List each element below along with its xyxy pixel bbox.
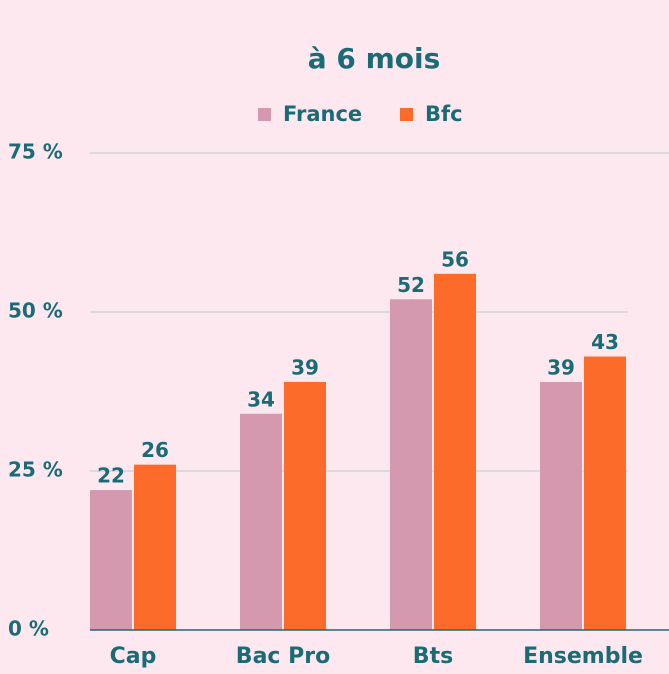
legend-label: France — [283, 102, 362, 126]
y-tick-label: 75 % — [8, 140, 63, 164]
value-label: 34 — [247, 387, 275, 411]
y-tick-label: 25 % — [8, 458, 63, 482]
legend-swatch — [258, 108, 271, 121]
value-label: 43 — [591, 330, 619, 354]
legend-label: Bfc — [425, 102, 463, 126]
value-label: 39 — [547, 355, 575, 379]
value-label: 56 — [441, 247, 469, 271]
bar — [284, 381, 326, 630]
chart-title: à 6 mois — [308, 42, 441, 75]
legend-swatch — [400, 108, 413, 121]
x-tick-label: Bac Pro — [236, 644, 330, 669]
x-tick-label: Ensemble — [523, 644, 643, 669]
y-tick-label: 50 % — [8, 299, 63, 323]
x-tick-label: Bts — [413, 644, 453, 669]
bar — [540, 381, 582, 630]
x-tick-label: Cap — [110, 644, 157, 669]
bar — [434, 273, 476, 630]
bar — [90, 490, 132, 630]
y-tick-label: 0 % — [8, 617, 49, 641]
value-label: 52 — [397, 273, 425, 297]
bar — [390, 299, 432, 630]
value-label: 26 — [141, 438, 169, 462]
bar — [240, 413, 282, 630]
value-label: 22 — [97, 464, 125, 488]
bar — [584, 356, 626, 630]
value-label: 39 — [291, 355, 319, 379]
bar — [134, 464, 176, 630]
